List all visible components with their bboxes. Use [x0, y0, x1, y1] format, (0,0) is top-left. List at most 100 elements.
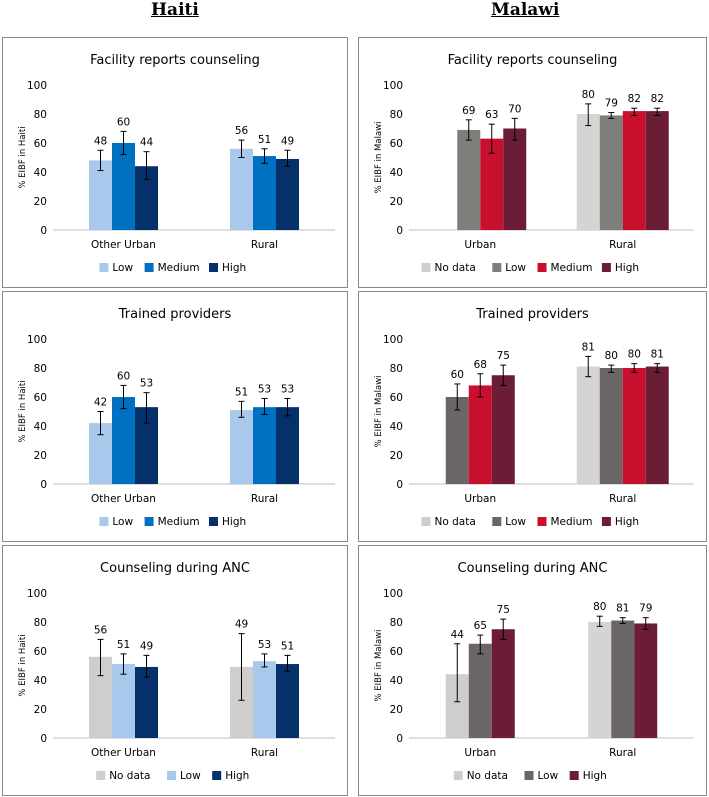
y-tick-label: 80: [34, 363, 47, 375]
legend-swatch: [492, 517, 502, 526]
category-label: Rural: [609, 239, 636, 251]
data-label: 80: [605, 350, 618, 362]
bar-high: [645, 111, 669, 230]
y-axis-label: % EIBF in Malawi: [374, 376, 384, 448]
bar-low: [230, 148, 253, 230]
category-label: Rural: [609, 747, 636, 759]
bar-medium: [480, 138, 504, 230]
legend-label: High: [222, 516, 246, 528]
y-tick-label: 80: [390, 617, 403, 629]
data-label: 51: [258, 134, 271, 146]
legend-swatch: [421, 517, 431, 526]
legend-swatch: [144, 263, 154, 272]
bar-high: [634, 623, 658, 738]
chart-haiti-counseling-anc: Counseling during ANC % EIBF in Haiti 0 20 4…: [2, 545, 348, 796]
y-tick-label: 40: [34, 421, 47, 433]
legend-swatch: [537, 263, 547, 272]
y-tick-label: 60: [390, 392, 403, 404]
category-label: Urban: [464, 239, 496, 251]
data-label: 81: [651, 349, 664, 361]
bar-high: [135, 666, 158, 738]
y-tick-label: 60: [390, 646, 403, 658]
y-tick-label: 100: [383, 334, 403, 346]
legend-swatch: [421, 263, 431, 272]
y-tick-label: 80: [34, 109, 47, 121]
bar-low: [112, 664, 135, 738]
data-label: 75: [497, 604, 510, 616]
category-label: Other Urban: [91, 493, 156, 505]
chart-svg: Facility reports counseling % EIBF in Hai…: [18, 53, 335, 274]
data-label: 49: [140, 640, 153, 652]
bar-low: [89, 423, 112, 484]
bar-medium: [253, 407, 276, 484]
y-tick-label: 40: [390, 421, 403, 433]
data-label: 81: [616, 603, 629, 615]
legend-label: Medium: [551, 262, 593, 274]
y-tick-label: 80: [390, 363, 403, 375]
bar-high: [276, 407, 299, 484]
bar-low: [599, 115, 623, 230]
legend-label: High: [583, 770, 607, 782]
bar-medium: [112, 143, 135, 230]
chart-title: Facility reports counseling: [448, 53, 618, 68]
data-label: 49: [235, 619, 248, 631]
bar-medium: [622, 368, 646, 484]
data-label: 44: [140, 137, 154, 149]
category-label: Urban: [464, 747, 496, 759]
legend-label: Low: [112, 262, 133, 274]
data-label: 80: [628, 349, 641, 361]
legend-label: High: [615, 262, 639, 274]
legend-swatch: [601, 263, 611, 272]
y-tick-label: 60: [34, 138, 47, 150]
bar-low: [611, 620, 635, 738]
bar-no-data: [89, 656, 112, 738]
data-label: 60: [117, 370, 130, 382]
legend-swatch: [99, 263, 109, 272]
bar-high: [491, 629, 515, 738]
chart-haiti-trained-providers: Trained providers % EIBF in Haiti 0 20 40 60 8…: [2, 291, 348, 542]
y-axis-label: % EIBF in Haiti: [18, 380, 28, 442]
data-label: 51: [235, 386, 248, 398]
category-label: Rural: [251, 493, 278, 505]
chart-malawi-facility-counseling: Facility reports counseling % EIBF in Mal…: [358, 37, 707, 288]
y-tick-label: 60: [34, 392, 47, 404]
y-axis-label: % EIBF in Malawi: [374, 122, 384, 194]
legend-label: Low: [112, 516, 133, 528]
y-axis-label: % EIBF in Haiti: [18, 634, 28, 696]
legend-label: No data: [435, 262, 476, 274]
y-tick-label: 60: [34, 646, 47, 658]
legend-label: High: [225, 770, 249, 782]
bar-high: [645, 366, 669, 484]
y-tick-label: 20: [34, 450, 47, 462]
y-tick-label: 40: [390, 675, 403, 687]
y-tick-label: 20: [390, 450, 403, 462]
legend-swatch: [212, 771, 222, 780]
y-tick-label: 100: [27, 588, 47, 600]
y-tick-label: 100: [27, 80, 47, 92]
data-label: 60: [451, 369, 464, 381]
category-label: Rural: [251, 747, 278, 759]
bar-medium: [622, 111, 646, 230]
data-label: 56: [235, 125, 249, 137]
data-label: 70: [508, 103, 521, 115]
legend-label: High: [615, 516, 639, 528]
legend-swatch: [524, 771, 534, 780]
data-label: 69: [462, 105, 475, 117]
chart-malawi-counseling-anc: Counseling during ANC % EIBF in Malawi 0 20…: [358, 545, 707, 796]
legend-swatch: [492, 263, 502, 272]
bar-low: [468, 643, 492, 738]
y-tick-label: 20: [34, 704, 47, 716]
y-tick-label: 20: [390, 196, 403, 208]
y-tick-label: 80: [34, 617, 47, 629]
y-tick-label: 40: [34, 167, 47, 179]
bar-no-data: [230, 666, 253, 738]
y-tick-label: 0: [40, 479, 47, 491]
legend-swatch: [601, 517, 611, 526]
bar-high: [503, 128, 527, 230]
bar-medium: [112, 397, 135, 484]
data-label: 48: [94, 135, 107, 147]
legend-swatch: [209, 517, 218, 526]
category-label: Urban: [464, 493, 496, 505]
data-label: 49: [281, 135, 294, 147]
data-label: 56: [94, 624, 108, 636]
